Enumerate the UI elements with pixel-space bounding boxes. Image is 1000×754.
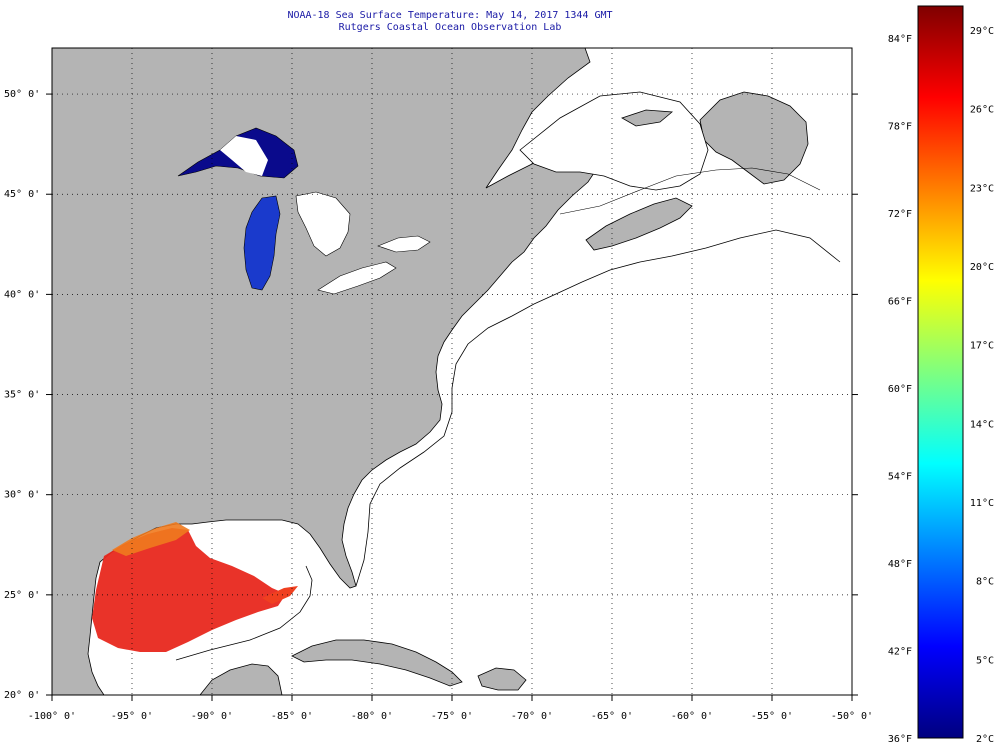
lon-tick-label: -70° 0' (511, 711, 553, 722)
lon-tick-label: -50° 0' (831, 711, 873, 722)
land-cuba (291, 639, 463, 687)
lake-huron (295, 191, 351, 257)
colorbar-f-label: 48°F (888, 559, 912, 570)
lake-erie (317, 261, 397, 295)
lon-tick-label: -80° 0' (351, 711, 393, 722)
colorbar-c-label: 5°C (976, 655, 994, 666)
lon-tick-label: -90° 0' (191, 711, 233, 722)
lon-tick-label: -100° 0' (28, 711, 76, 722)
title-line-2: Rutgers Coastal Ocean Observation Lab (338, 22, 562, 33)
colorbar (917, 5, 964, 739)
colorbar-c-labels: 2°C 5°C 8°C 11°C 14°C 17°C 20°C 23°C 26°C 29°C (970, 26, 994, 745)
lake-superior-cloud (220, 136, 268, 176)
colorbar-f-label: 42°F (888, 647, 912, 658)
colorbar-c-label: 17°C (970, 341, 994, 352)
lon-tick-label: -75° 0' (431, 711, 473, 722)
grid-lines (52, 48, 852, 695)
lon-tick-label: -85° 0' (271, 711, 313, 722)
lat-tick-label: 50° 0' (4, 89, 40, 100)
colorbar-f-label: 36°F (888, 734, 912, 745)
lat-tick-label: 40° 0' (4, 289, 40, 300)
land-nova-scotia (585, 197, 693, 251)
colorbar-c-label: 26°C (970, 105, 994, 116)
colorbar-f-labels: 36°F 42°F 48°F 54°F 60°F 66°F 72°F 78°F 84°F (888, 34, 912, 745)
shelf-contour (355, 229, 841, 587)
land-hispaniola (477, 667, 527, 691)
colorbar-f-label: 72°F (888, 209, 912, 220)
lon-tick-label: -55° 0' (751, 711, 793, 722)
colorbar-c-label: 11°C (970, 498, 994, 509)
lat-tick-label: 25° 0' (4, 590, 40, 601)
lon-tick-label: -65° 0' (591, 711, 633, 722)
shelf-contour-2 (559, 167, 821, 215)
colorbar-f-label: 60°F (888, 384, 912, 395)
colorbar-f-label: 54°F (888, 472, 912, 483)
title-line-1: NOAA-18 Sea Surface Temperature: May 14,… (287, 10, 613, 21)
lon-axis: -100° 0' -95° 0' -90° 0' -85° 0' -80° 0' -75°… (28, 695, 873, 722)
colorbar-c-label: 14°C (970, 419, 994, 430)
land-yucatan (199, 663, 283, 695)
lat-tick-label: 45° 0' (4, 189, 40, 200)
gulf-sst-orange (112, 522, 190, 556)
land-anticosti (621, 109, 674, 127)
map-content (52, 48, 841, 695)
colorbar-c-label: 8°C (976, 577, 994, 588)
lake-michigan-sst (243, 195, 281, 291)
colorbar-f-label: 84°F (888, 34, 912, 45)
loop-current-contour (175, 565, 313, 661)
colorbar-c-label: 2°C (976, 734, 994, 745)
lon-tick-label: -60° 0' (671, 711, 713, 722)
lat-tick-label: 30° 0' (4, 490, 40, 501)
gulf-sst-ribbon (262, 586, 298, 604)
land-newfoundland (699, 91, 809, 185)
lat-axis: 20° 0' 25° 0' 30° 0' 35° 0' 40° 0' 45° 0' 50° … (4, 89, 858, 701)
colorbar-c-label: 20°C (970, 262, 994, 273)
gulf-sst-warm (92, 528, 286, 652)
lon-tick-label: -95° 0' (111, 711, 153, 722)
colorbar-f-label: 78°F (888, 122, 912, 133)
colorbar-f-label: 66°F (888, 297, 912, 308)
lake-ontario (377, 235, 431, 253)
colorbar-c-label: 23°C (970, 183, 994, 194)
colorbar-c-label: 29°C (970, 26, 994, 37)
lat-tick-label: 20° 0' (4, 690, 40, 701)
lat-tick-label: 35° 0' (4, 390, 40, 401)
